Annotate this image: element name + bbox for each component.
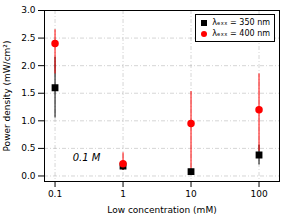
svg-text:0.5: 0.5 <box>21 143 35 153</box>
svg-text:1.5: 1.5 <box>21 88 35 98</box>
svg-text:0.1 M: 0.1 M <box>73 152 101 163</box>
svg-text:0.0: 0.0 <box>21 171 36 181</box>
svg-text:2.0: 2.0 <box>21 61 36 71</box>
html-text:λₑₓₓ = 400 nm: λₑₓₓ = 400 nm <box>212 29 270 38</box>
svg-text:3.0: 3.0 <box>21 5 36 15</box>
html-text:λₑₓₓ = 350 nm: λₑₓₓ = 350 nm <box>212 18 270 27</box>
svg-text:1: 1 <box>120 189 126 199</box>
svg-text:Power density (mW/cm²): Power density (mW/cm²) <box>2 41 12 152</box>
svg-text:10: 10 <box>185 189 197 199</box>
svg-text:100: 100 <box>250 189 267 199</box>
svg-text:0.1: 0.1 <box>48 189 62 199</box>
svg-text:1.0: 1.0 <box>21 116 36 126</box>
svg-text:2.5: 2.5 <box>21 33 35 43</box>
svg-text:Low concentration (mM): Low concentration (mM) <box>107 205 216 215</box>
